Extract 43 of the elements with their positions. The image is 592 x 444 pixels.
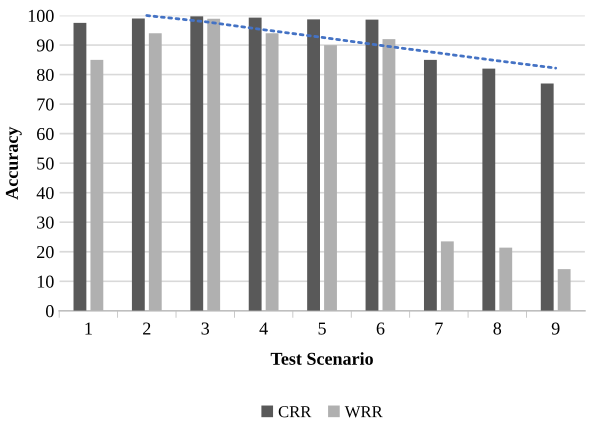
bar (307, 19, 320, 311)
line-series (145, 14, 558, 70)
bar (324, 45, 337, 311)
x-tick-label: 2 (143, 322, 150, 334)
bar (148, 33, 162, 311)
bar (540, 83, 554, 311)
x-axis-title: Test Scenario (270, 352, 373, 365)
bar (74, 22, 86, 311)
x-tick-label: 3 (202, 322, 210, 335)
y-tick-label: 30 (37, 216, 54, 229)
bar (382, 39, 396, 311)
bar (90, 60, 104, 311)
bar (266, 33, 279, 311)
bar (424, 60, 437, 311)
x-tick-label: 6 (376, 322, 384, 335)
legend-label: CRR (278, 406, 312, 418)
x-tick-label: 7 (436, 322, 443, 334)
y-tick-label: 0 (46, 305, 54, 318)
bar (366, 20, 378, 311)
y-tick-label: 20 (37, 246, 54, 258)
y-tick-label: 10 (38, 276, 54, 288)
y-tick-label: 50 (37, 157, 54, 170)
bar (558, 269, 571, 311)
y-tick-label: 100 (28, 10, 54, 22)
y-tick-label: 60 (37, 128, 54, 140)
x-tick-label: 4 (259, 322, 268, 334)
y-tick-label: 80 (36, 68, 54, 82)
bar (132, 18, 145, 311)
x-tick-label: 9 (552, 322, 560, 335)
y-tick-label: 70 (37, 98, 54, 111)
bar (248, 18, 262, 311)
y-tick-label: 90 (36, 39, 54, 52)
y-tick-label: 40 (36, 186, 54, 200)
x-tick-label: 5 (318, 322, 326, 335)
x-tick-label: 1 (85, 322, 92, 334)
bar (190, 16, 204, 311)
bar (440, 241, 454, 311)
bar (499, 248, 512, 311)
bar (207, 18, 220, 311)
bar (482, 68, 496, 311)
legend-label: WRR (344, 406, 383, 418)
x-tick-label: 8 (493, 322, 502, 335)
y-axis-title: Accuracy (6, 126, 22, 200)
